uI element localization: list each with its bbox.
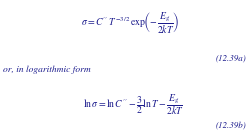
Text: (12.39b): (12.39b) <box>214 122 245 131</box>
Text: or, in logarithmic form: or, in logarithmic form <box>2 65 90 74</box>
Text: (12.39a): (12.39a) <box>214 54 245 63</box>
Text: $\ln \sigma = \ln C'' - \dfrac{3}{2}\ln T - \dfrac{E_g}{2kT}$: $\ln \sigma = \ln C'' - \dfrac{3}{2}\ln … <box>82 92 182 117</box>
Text: $\sigma = C''\, T^{-3/2}\, \mathrm{exp}\!\left(-\,\dfrac{E_g}{2kT}\right)$: $\sigma = C''\, T^{-3/2}\, \mathrm{exp}\… <box>81 10 179 35</box>
